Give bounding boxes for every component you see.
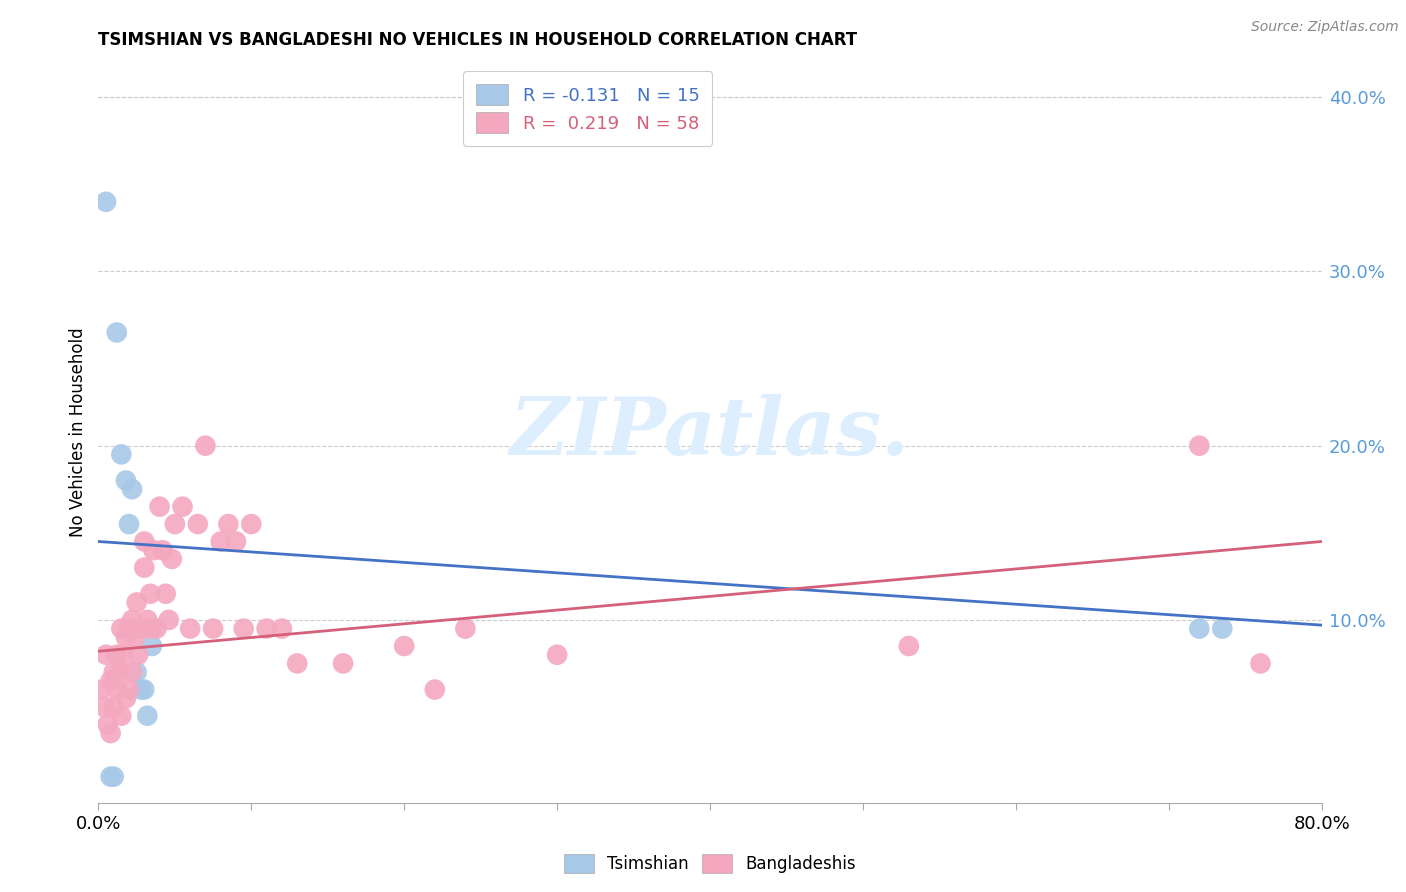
Point [110, 622, 132, 636]
Point [124, 630, 146, 644]
Point [145, 622, 167, 636]
Point [105, 682, 128, 697]
Point [94, 194, 117, 209]
Point [1188, 439, 1211, 453]
Point [187, 517, 209, 532]
Point [127, 648, 149, 662]
Point [100, 770, 122, 784]
Point [256, 622, 278, 636]
Point [202, 622, 225, 636]
Point [270, 622, 292, 636]
Point [121, 665, 143, 680]
Point [115, 630, 138, 644]
Point [157, 613, 180, 627]
Point [1211, 622, 1233, 636]
Point [90, 682, 112, 697]
Point [121, 482, 143, 496]
Point [172, 500, 194, 514]
Point [1188, 622, 1211, 636]
Text: Source: ZipAtlas.com: Source: ZipAtlas.com [1251, 20, 1399, 34]
Point [118, 682, 141, 697]
Point [141, 639, 163, 653]
Point [152, 543, 174, 558]
Point [94, 648, 117, 662]
Point [100, 673, 122, 688]
Point [225, 534, 247, 549]
Point [897, 639, 920, 653]
Point [93, 700, 115, 714]
Point [125, 665, 148, 680]
Point [179, 622, 201, 636]
Point [149, 500, 172, 514]
Point [110, 447, 132, 461]
Point [105, 648, 128, 662]
Point [240, 517, 263, 532]
Point [546, 648, 568, 662]
Point [121, 613, 143, 627]
Point [163, 517, 186, 532]
Point [134, 682, 156, 697]
Point [118, 622, 141, 636]
Point [100, 726, 122, 740]
Point [103, 770, 125, 784]
Point [115, 691, 138, 706]
Point [129, 682, 152, 697]
Point [110, 708, 132, 723]
Point [134, 534, 156, 549]
Point [136, 613, 159, 627]
Point [97, 717, 120, 731]
Point [194, 439, 217, 453]
Point [139, 587, 162, 601]
Point [160, 552, 183, 566]
Point [232, 622, 254, 636]
Point [103, 700, 125, 714]
Point [392, 639, 416, 653]
Point [141, 622, 163, 636]
Point [134, 560, 156, 574]
Point [142, 543, 165, 558]
Y-axis label: No Vehicles in Household: No Vehicles in Household [69, 327, 87, 538]
Point [423, 682, 446, 697]
Point [115, 474, 138, 488]
Text: TSIMSHIAN VS BANGLADESHI NO VEHICLES IN HOUSEHOLD CORRELATION CHART: TSIMSHIAN VS BANGLADESHI NO VEHICLES IN … [98, 31, 858, 49]
Point [129, 622, 152, 636]
Point [108, 665, 131, 680]
Legend: Tsimshian, Bangladeshis: Tsimshian, Bangladeshis [557, 847, 863, 880]
Point [103, 665, 125, 680]
Point [118, 517, 141, 532]
Point [454, 622, 477, 636]
Point [217, 517, 239, 532]
Point [105, 326, 128, 340]
Point [136, 708, 159, 723]
Point [285, 657, 308, 671]
Point [209, 534, 232, 549]
Point [125, 595, 148, 609]
Point [1249, 657, 1271, 671]
Text: ZIPatlas.: ZIPatlas. [510, 394, 910, 471]
Point [111, 648, 134, 662]
Point [155, 587, 177, 601]
Point [332, 657, 354, 671]
